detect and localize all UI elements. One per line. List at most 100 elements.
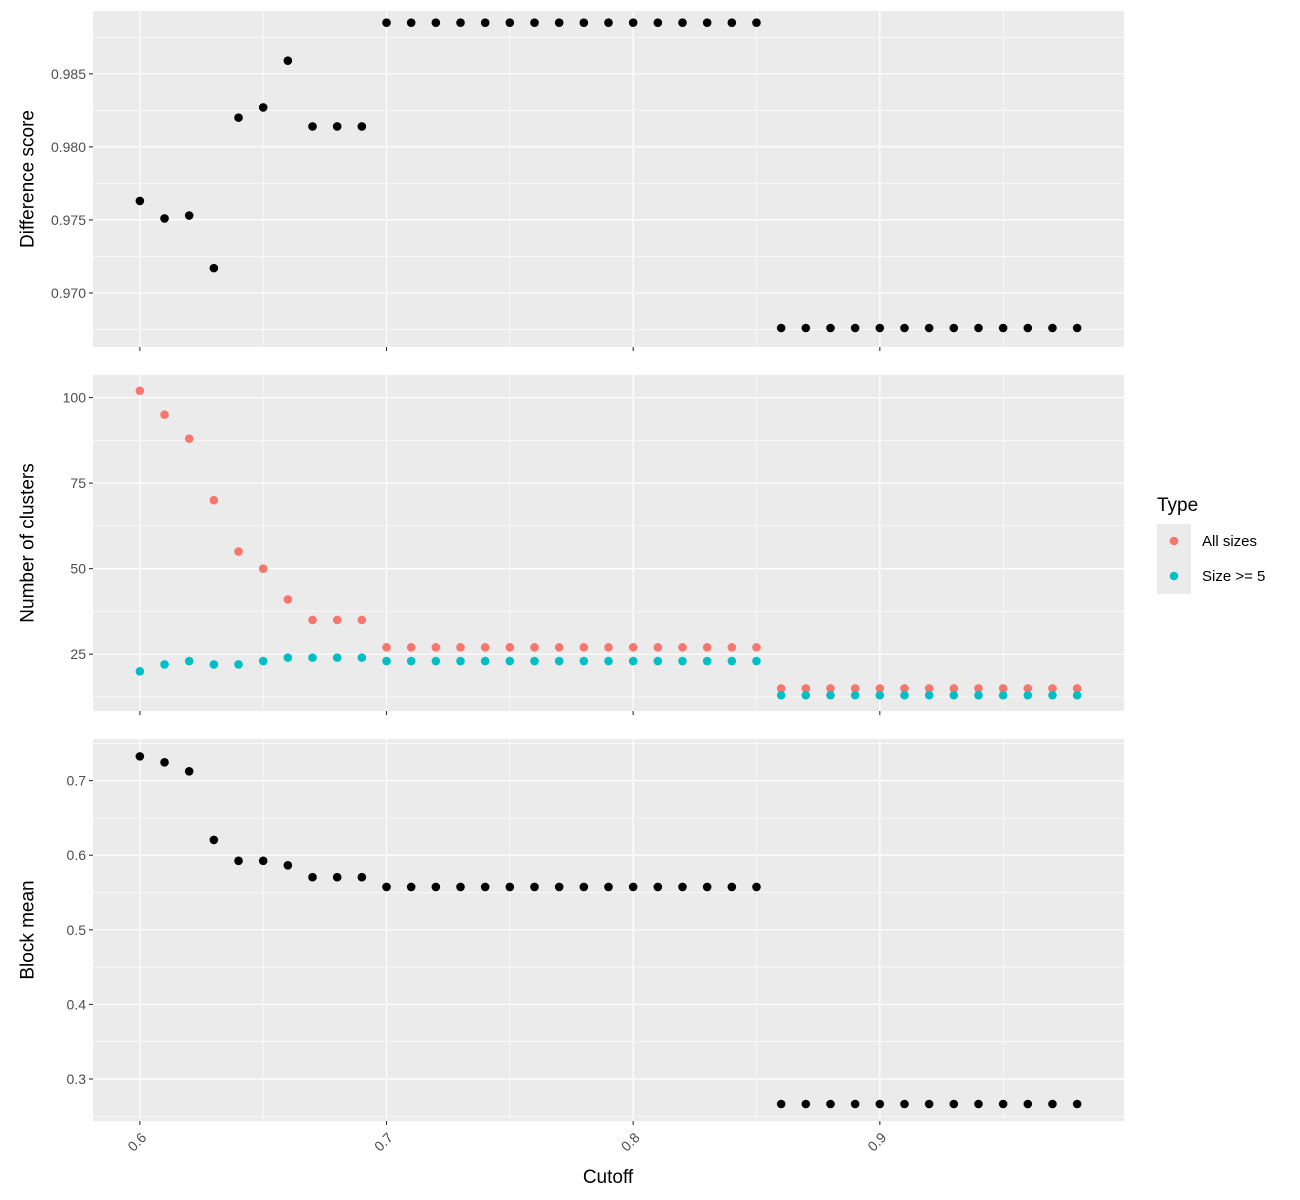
data-point	[604, 656, 613, 666]
data-point	[554, 882, 564, 892]
data-point	[579, 643, 589, 652]
data-point	[900, 684, 909, 693]
data-point	[752, 643, 761, 652]
data-point	[135, 667, 145, 676]
data-point	[974, 690, 983, 700]
data-point	[234, 660, 243, 669]
data-point	[900, 690, 909, 700]
data-point	[998, 323, 1008, 333]
data-point	[727, 656, 737, 666]
data-point	[826, 1099, 835, 1109]
data-point	[875, 690, 885, 700]
panel-3: 0.3 0.4 0.5 0.6 0.7 Block mean	[18, 739, 1124, 1125]
data-point	[160, 410, 169, 419]
data-point	[604, 882, 613, 892]
data-point	[505, 643, 515, 652]
data-point	[308, 653, 317, 662]
data-point	[826, 690, 835, 700]
x-axis-title: Cutoff	[583, 1167, 634, 1188]
data-point	[628, 882, 638, 892]
x-tick-label: 0.6	[124, 1129, 149, 1154]
data-point	[628, 18, 638, 27]
data-point	[850, 690, 860, 700]
data-point	[826, 323, 835, 333]
panel-1: 0.970 0.975 0.980 0.985 Difference score	[18, 11, 1124, 351]
data-point	[505, 882, 515, 892]
data-point	[234, 113, 243, 122]
data-point	[406, 18, 416, 27]
data-point	[702, 882, 712, 892]
data-point	[1072, 323, 1082, 333]
data-point	[505, 656, 515, 666]
data-point	[431, 18, 441, 27]
data-point	[974, 323, 983, 333]
data-point	[456, 18, 465, 27]
data-point	[505, 18, 515, 27]
panel-background	[93, 375, 1124, 711]
data-point	[332, 653, 342, 662]
y-tick-label: 0.970	[51, 285, 86, 301]
data-point	[776, 684, 786, 693]
series-1	[135, 18, 1082, 333]
data-point	[456, 656, 465, 666]
y-tick-label: 75	[70, 475, 86, 491]
data-point	[801, 684, 811, 693]
data-point	[406, 882, 416, 892]
data-point	[135, 386, 145, 396]
data-point	[998, 690, 1008, 700]
data-point	[283, 860, 293, 870]
data-point	[776, 690, 786, 700]
data-point	[357, 872, 367, 882]
y-axis-title: Difference score	[18, 110, 39, 248]
data-point	[308, 872, 317, 882]
data-point	[332, 122, 342, 131]
data-point	[1072, 690, 1082, 700]
data-point	[480, 18, 490, 27]
data-point	[974, 684, 983, 693]
data-point	[850, 1099, 860, 1109]
y-tick-label: 0.3	[67, 1071, 87, 1087]
data-point	[184, 766, 194, 776]
data-point	[801, 1099, 811, 1109]
data-point	[900, 323, 909, 333]
series-1	[135, 752, 1082, 1109]
data-point	[1072, 684, 1082, 693]
data-point	[184, 211, 194, 220]
data-point	[209, 495, 219, 505]
data-point	[924, 690, 934, 700]
data-point	[776, 323, 786, 333]
data-point	[332, 615, 342, 625]
data-point	[678, 18, 687, 27]
data-point	[801, 323, 811, 333]
data-point	[184, 656, 194, 666]
data-point	[702, 656, 712, 666]
data-point	[850, 684, 860, 693]
data-point	[628, 656, 638, 666]
data-point	[579, 18, 589, 27]
data-point	[1023, 1099, 1033, 1109]
data-point	[530, 643, 539, 652]
data-point	[1023, 690, 1033, 700]
x-tick-label: 0.9	[864, 1129, 889, 1154]
x-tick-label: 0.7	[371, 1129, 396, 1154]
legend-entries: All sizes Size >= 5	[1169, 533, 1265, 585]
y-tick-label: 25	[70, 646, 86, 662]
data-point	[357, 615, 367, 625]
data-point	[554, 643, 564, 652]
data-point	[209, 660, 219, 669]
data-point	[875, 1099, 885, 1109]
data-point	[604, 643, 613, 652]
data-point	[678, 656, 687, 666]
y-tick-label: 0.6	[67, 847, 87, 863]
data-point	[579, 882, 589, 892]
data-point	[530, 656, 539, 666]
data-point	[924, 1099, 934, 1109]
series-all-sizes	[135, 386, 1082, 693]
data-point	[530, 882, 539, 892]
data-point	[209, 835, 219, 845]
data-point	[949, 684, 959, 693]
data-point	[752, 882, 761, 892]
y-tick-label: 0.5	[67, 922, 87, 938]
data-point	[480, 882, 490, 892]
